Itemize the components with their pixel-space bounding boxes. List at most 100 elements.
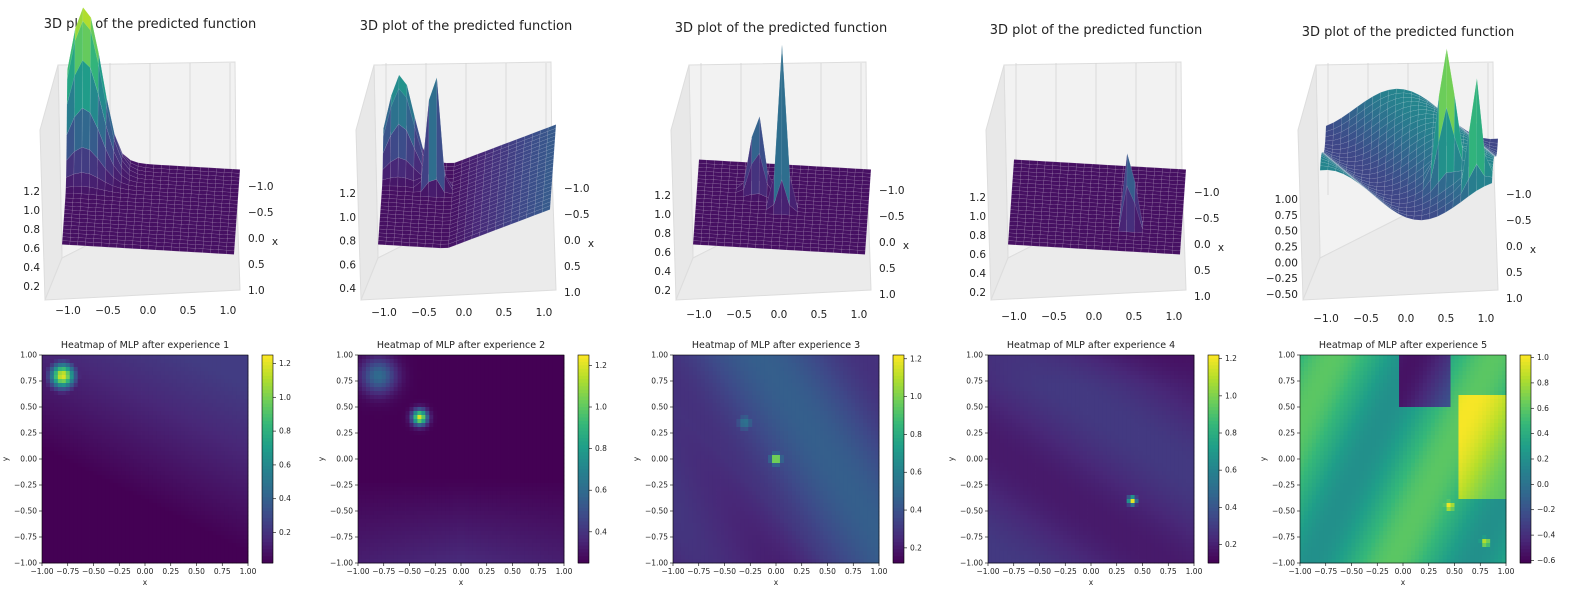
heatmap-cell — [208, 467, 213, 472]
heatmap-cell — [117, 531, 122, 536]
heatmap-cell — [65, 411, 71, 416]
heatmap-cell — [172, 387, 178, 392]
heatmap-cell — [236, 355, 241, 360]
heatmap-cell — [101, 443, 106, 448]
heatmap-cell — [196, 511, 201, 516]
heatmap-cell — [77, 415, 83, 420]
heatmap-cell — [184, 431, 189, 436]
heatmap-cell — [45, 407, 51, 412]
heatmap-cell — [228, 431, 233, 436]
heatmap-cell — [113, 423, 118, 428]
heatmap-cell — [176, 415, 182, 420]
heatmap-cell — [73, 507, 79, 512]
heatmap-cell — [133, 527, 138, 532]
heatmap-cell — [236, 527, 241, 532]
heatmap-cell — [93, 355, 98, 360]
heatmap-cell — [69, 383, 75, 388]
heatmap-cell — [224, 407, 229, 412]
heatmap-cell — [145, 439, 150, 444]
heatmap-cell — [113, 479, 118, 484]
heatmap-cell — [57, 415, 63, 420]
heatmap-cell — [73, 455, 79, 460]
heatmap-cell — [49, 523, 55, 528]
heatmap-cell — [208, 435, 213, 440]
heatmap-cell — [184, 435, 189, 440]
heatmap-cell — [236, 391, 241, 396]
heatmap-cell — [152, 387, 158, 392]
heatmap-cell — [85, 395, 90, 400]
heatmap-cell — [49, 375, 55, 380]
heatmap-cell — [93, 471, 98, 476]
heatmap-cell — [204, 359, 209, 364]
heatmap-cell — [232, 495, 237, 500]
heatmap-cell — [240, 383, 245, 388]
heatmap-cell — [65, 531, 71, 536]
heatmap-cell — [152, 523, 158, 528]
heatmap-cell — [168, 403, 174, 408]
heatmap-cell — [42, 475, 47, 480]
heatmap-cell — [65, 391, 71, 396]
heatmap-cell — [57, 455, 63, 460]
heatmap-cell — [184, 483, 189, 488]
heatmap-cell — [101, 395, 106, 400]
heatmap-cell — [61, 423, 67, 428]
heatmap-cell — [224, 427, 229, 432]
heatmap-cell — [180, 403, 186, 408]
heatmap-cell — [77, 355, 83, 360]
heatmap-cell — [85, 379, 90, 384]
heatmap-cell — [85, 487, 90, 492]
heatmap-cell — [133, 443, 138, 448]
heatmap-cell — [97, 359, 102, 364]
heatmap-cell — [101, 487, 106, 492]
heatmap-cell — [117, 383, 122, 388]
heatmap-cell — [53, 447, 59, 452]
heatmap-cell — [141, 399, 146, 404]
heatmap-cell — [156, 531, 162, 536]
heatmap-cell — [216, 519, 221, 524]
heatmap-cell — [117, 395, 122, 400]
heatmap-cell — [172, 523, 178, 528]
heatmap-cell — [89, 375, 94, 380]
heatmap-cell — [97, 367, 102, 372]
heatmap-cell — [109, 359, 114, 364]
heatmap-cell — [133, 383, 138, 388]
heatmap-cell — [121, 507, 126, 512]
heatmap-cell — [232, 503, 237, 508]
heatmap-cell — [204, 535, 209, 540]
heatmap-cell — [152, 427, 158, 432]
heatmap-cell — [164, 411, 170, 416]
heatmap-cell — [42, 523, 47, 528]
heatmap-cell — [117, 459, 122, 464]
heatmap-cell — [156, 491, 162, 496]
heatmap-cell — [109, 475, 114, 480]
heatmap-cell — [42, 423, 47, 428]
heatmap-cell — [188, 447, 193, 452]
heatmap-cell — [200, 443, 205, 448]
heatmap-cell — [148, 407, 154, 412]
heatmap-cell — [45, 491, 51, 496]
heatmap-cell — [129, 507, 134, 512]
heatmap-cell — [97, 407, 102, 412]
heatmap-cell — [65, 527, 71, 532]
heatmap-cell — [156, 447, 162, 452]
heatmap-cell — [81, 487, 86, 492]
heatmap-cell — [232, 479, 237, 484]
heatmap-cell — [216, 427, 221, 432]
heatmap-cell — [53, 511, 59, 516]
heatmap-cell — [85, 387, 90, 392]
heatmap-cell — [101, 375, 106, 380]
heatmap-cell — [105, 387, 110, 392]
heatmap-cell — [97, 463, 102, 468]
heatmap-cell — [212, 379, 217, 384]
heatmap-cell — [204, 355, 209, 360]
heatmap-cell — [93, 499, 98, 504]
heatmap-cell — [53, 503, 59, 508]
heatmap-cell — [228, 455, 233, 460]
heatmap-cell — [89, 379, 94, 384]
heatmap-cell — [180, 515, 186, 520]
heatmap-cell — [97, 439, 102, 444]
heatmap-cell — [145, 471, 150, 476]
heatmap-cell — [117, 379, 122, 384]
heatmap-cell — [57, 519, 63, 524]
heatmap-cell — [168, 439, 174, 444]
